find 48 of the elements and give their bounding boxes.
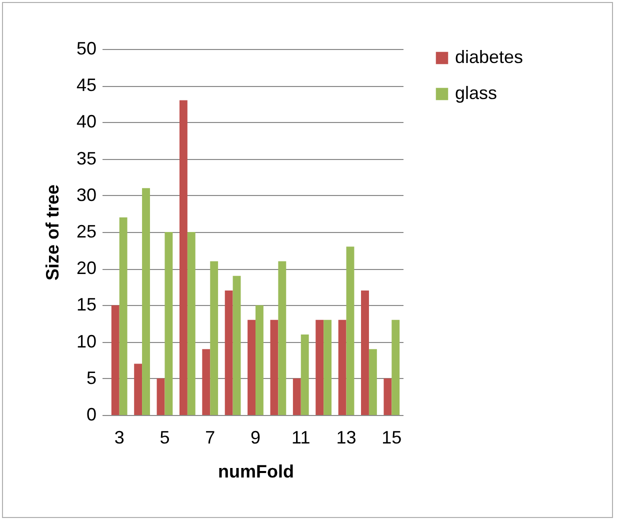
bar	[338, 320, 346, 415]
bar	[392, 320, 400, 415]
y-tick-label: 30	[76, 184, 96, 205]
legend-label: diabetes	[455, 47, 524, 67]
bar	[316, 320, 324, 415]
bar	[292, 378, 301, 415]
bar	[248, 320, 256, 415]
bar	[111, 305, 120, 415]
bar	[256, 305, 264, 415]
bar	[361, 290, 369, 415]
y-tick-label: 40	[76, 112, 96, 132]
bar	[346, 246, 354, 415]
bar	[278, 261, 286, 415]
x-tick-label: 13	[336, 428, 356, 448]
bar	[202, 349, 210, 415]
x-tick-label: 11	[292, 428, 310, 448]
y-tick-label: 10	[76, 331, 96, 352]
bar	[324, 320, 332, 415]
y-tick-label: 0	[86, 404, 96, 424]
bar	[384, 378, 392, 415]
y-tick-label: 50	[76, 38, 96, 58]
bar	[300, 334, 309, 415]
y-tick-label: 20	[76, 258, 96, 278]
y-tick-label: 35	[76, 148, 96, 168]
bar	[224, 290, 233, 415]
y-tick-label: 5	[86, 368, 96, 388]
bar	[156, 378, 165, 415]
bar	[270, 320, 278, 415]
y-tick-label: 45	[76, 75, 96, 96]
bar	[232, 276, 241, 415]
x-tick-label: 3	[114, 428, 124, 448]
bar	[119, 217, 128, 415]
bar	[134, 364, 142, 415]
bar	[179, 100, 188, 415]
bar	[142, 188, 150, 415]
bar	[164, 232, 173, 415]
legend-label: glass	[455, 83, 498, 103]
x-tick-label: 9	[250, 428, 261, 448]
bar	[210, 261, 218, 415]
x-tick-label: 5	[160, 428, 170, 448]
y-tick-label: 15	[76, 294, 96, 315]
bar	[368, 349, 377, 415]
y-tick-label: 25	[76, 222, 96, 242]
bar	[187, 232, 196, 415]
y-axis-title: Size of tree	[42, 184, 62, 281]
x-axis-title: numFold	[218, 462, 294, 482]
x-tick-label: 15	[382, 428, 402, 448]
x-tick-label: 7	[205, 428, 216, 448]
